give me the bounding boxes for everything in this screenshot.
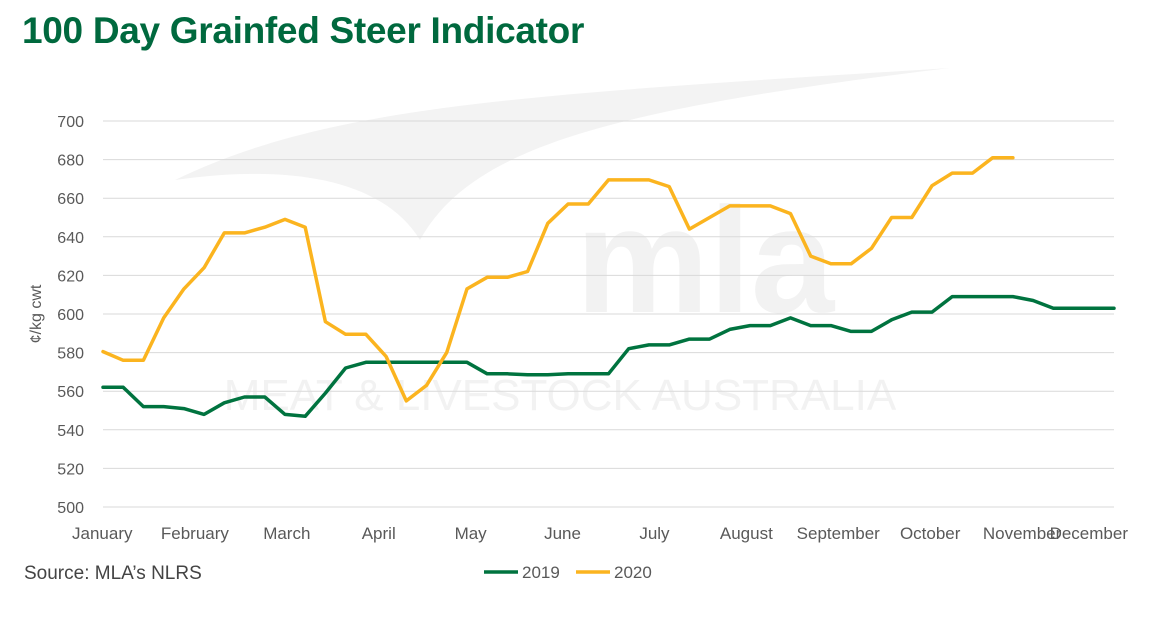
y-tick-label: 560 xyxy=(57,384,84,401)
x-tick-label: August xyxy=(720,524,773,543)
y-tick-label: 580 xyxy=(57,346,84,363)
watermark-logo-text: mla xyxy=(576,176,836,344)
x-tick-label: February xyxy=(161,524,230,543)
x-tick-label: May xyxy=(455,524,488,543)
x-tick-label: June xyxy=(544,524,581,543)
series-line-2019 xyxy=(101,294,1116,419)
y-tick-label: 520 xyxy=(57,461,84,478)
y-tick-label: 540 xyxy=(57,423,84,440)
y-tick-label: 660 xyxy=(57,191,84,208)
y-tick-label: 640 xyxy=(57,230,84,247)
y-tick-label: 620 xyxy=(57,268,84,285)
legend-label-2020: 2020 xyxy=(614,563,652,582)
source-note: Source: MLA’s NLRS xyxy=(24,563,202,584)
x-tick-label: November xyxy=(983,524,1062,543)
legend: 2019 2020 xyxy=(484,563,652,582)
x-tick-label: March xyxy=(263,524,310,543)
x-tick-label: December xyxy=(1050,524,1129,543)
y-tick-label: 600 xyxy=(57,307,84,324)
x-tick-label: September xyxy=(797,524,880,543)
x-tick-label: January xyxy=(72,524,133,543)
y-tick-label: 680 xyxy=(57,153,84,170)
chart-title: 100 Day Grainfed Steer Indicator xyxy=(22,10,585,51)
mla-watermark: mla MEAT & LIVESTOCK AUSTRALIA xyxy=(175,68,950,420)
series-lines xyxy=(101,155,1116,419)
legend-label-2019: 2019 xyxy=(522,563,560,582)
x-tick-label: July xyxy=(639,524,670,543)
x-axis-ticks: January February March April May June July Augu… xyxy=(72,524,1128,543)
y-tick-label: 500 xyxy=(57,500,84,517)
grid-lines xyxy=(103,120,1114,508)
y-axis-label: ¢/kg cwt xyxy=(28,284,45,343)
y-tick-label: 700 xyxy=(57,114,84,131)
y-axis-ticks: 500 520 540 560 580 600 620 640 660 680 700 xyxy=(57,114,84,517)
x-tick-label: April xyxy=(362,524,396,543)
series-line-2020 xyxy=(101,155,1015,403)
watermark-swoosh-shape xyxy=(175,68,950,240)
x-tick-label: October xyxy=(900,524,961,543)
